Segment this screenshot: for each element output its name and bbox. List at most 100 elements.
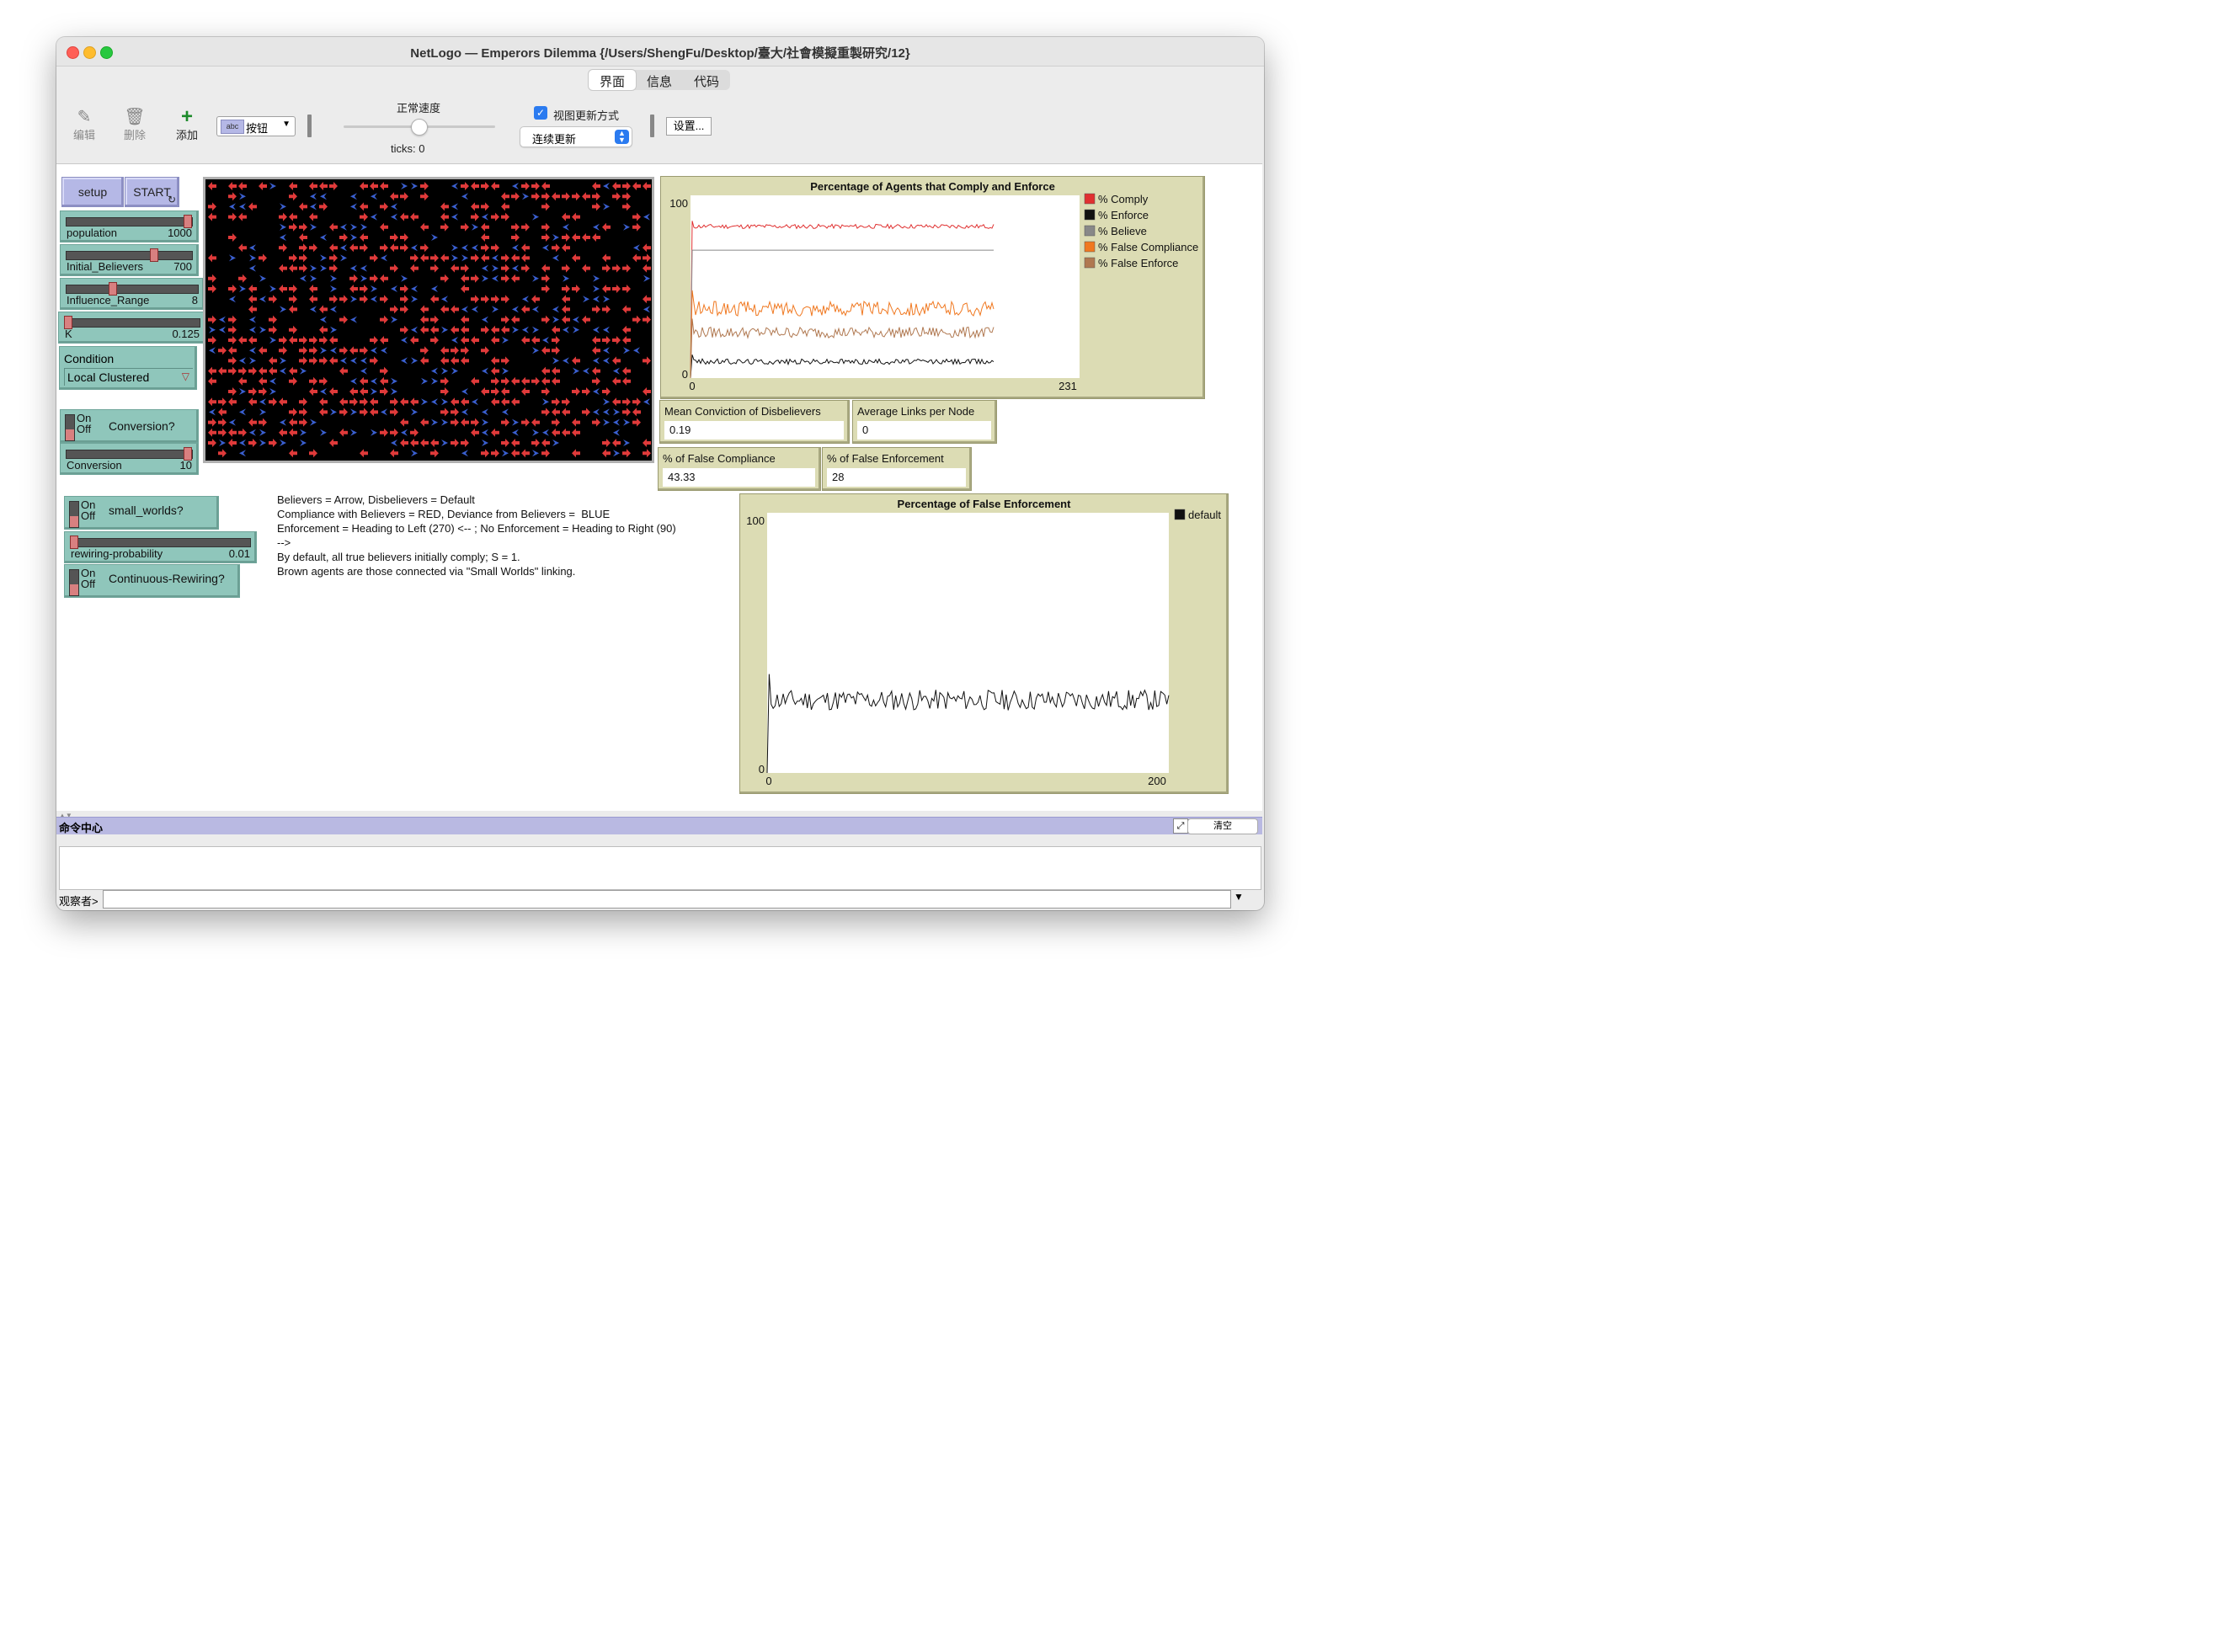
- agent-turtle: [320, 388, 327, 395]
- agent-turtle: [248, 305, 257, 314]
- agent-turtle: [491, 428, 499, 437]
- agent-turtle: [502, 450, 509, 457]
- agent-turtle: [228, 356, 237, 365]
- switch-toggle[interactable]: [65, 414, 75, 441]
- switch-continuous-rewiring[interactable]: On Off Continuous-Rewiring?: [64, 564, 240, 598]
- slider-knob[interactable]: [150, 248, 159, 262]
- slider-knob[interactable]: [184, 447, 193, 461]
- widget-type-dropdown[interactable]: abc 按钮 ▼: [216, 116, 296, 136]
- agent-turtle: [461, 285, 469, 293]
- agent-turtle: [502, 337, 509, 344]
- agent-turtle: [481, 233, 489, 242]
- update-mode-select[interactable]: 连续更新 ▲ ▼: [520, 126, 632, 147]
- tab-info[interactable]: 信息: [647, 75, 673, 89]
- slider-knob[interactable]: [184, 215, 193, 228]
- agent-turtle: [420, 325, 429, 334]
- command-input[interactable]: [103, 890, 1231, 909]
- agent-turtle: [289, 336, 297, 344]
- slider-knob[interactable]: [64, 316, 72, 329]
- tab-interface[interactable]: 界面: [589, 70, 637, 90]
- agent-turtle: [531, 336, 540, 344]
- splitter-arrows-icon[interactable]: ▲▼: [59, 812, 72, 819]
- world-view[interactable]: [203, 177, 654, 463]
- agent-turtle: [430, 295, 439, 304]
- agent-turtle: [431, 285, 438, 292]
- slider-influence-range[interactable]: Influence_Range 8: [60, 278, 205, 310]
- slider-k[interactable]: K 0.125: [58, 312, 206, 344]
- slider-knob[interactable]: [109, 282, 117, 296]
- agent-turtle: [218, 418, 227, 427]
- agent-turtle: [451, 356, 459, 365]
- agent-turtle: [238, 376, 247, 386]
- expand-icon[interactable]: ⤢: [1173, 818, 1188, 834]
- start-forever-button[interactable]: START ↻: [125, 177, 179, 207]
- agent-turtle: [380, 376, 388, 386]
- speed-slider[interactable]: [344, 119, 495, 136]
- agent-turtle: [461, 244, 468, 252]
- legend-swatch: [1084, 241, 1096, 253]
- agent-turtle: [542, 337, 549, 344]
- agent-turtle: [228, 397, 237, 407]
- clear-button[interactable]: 清空: [1187, 818, 1258, 834]
- agent-turtle: [643, 315, 651, 324]
- agent-turtle: [371, 347, 377, 354]
- slider-conversion[interactable]: Conversion 10: [60, 443, 199, 475]
- speed-slider-knob[interactable]: [411, 119, 428, 136]
- agent-turtle: [391, 440, 397, 446]
- agent-turtle: [299, 202, 307, 211]
- switch-conversion[interactable]: On Off Conversion?: [60, 409, 199, 443]
- edit-button[interactable]: ✎ 编辑: [63, 108, 105, 142]
- agent-turtle: [521, 253, 530, 263]
- view-updates-checkbox[interactable]: ✓: [534, 106, 547, 120]
- switch-toggle[interactable]: [69, 569, 79, 596]
- agent-turtle: [238, 428, 247, 437]
- switch-toggle[interactable]: [69, 501, 79, 528]
- speed-label: 正常速度: [397, 102, 441, 115]
- setup-button[interactable]: setup: [61, 177, 124, 207]
- agent-turtle: [238, 274, 247, 283]
- agent-turtle: [420, 346, 429, 355]
- settings-button[interactable]: 设置...: [666, 117, 712, 136]
- agent-turtle: [541, 182, 550, 190]
- agent-turtle: [451, 418, 459, 427]
- agent-turtle: [299, 397, 307, 407]
- monitor-value: 43.33: [663, 468, 815, 487]
- agent-turtle: [349, 243, 358, 253]
- chevron-down-icon[interactable]: ▼: [1234, 891, 1244, 903]
- tab-code[interactable]: 代码: [694, 75, 720, 89]
- delete-button[interactable]: 🗑 删除: [114, 108, 156, 142]
- agent-turtle: [491, 387, 499, 396]
- switch-label: Continuous-Rewiring?: [109, 572, 225, 585]
- agent-turtle: [239, 193, 246, 200]
- add-button[interactable]: + 添加: [166, 107, 208, 142]
- agent-turtle: [228, 315, 237, 324]
- slider-rewiring-probability[interactable]: rewiring-probability 0.01: [64, 531, 257, 563]
- agent-turtle: [521, 243, 530, 253]
- agent-turtle: [390, 428, 398, 437]
- agent-turtle: [501, 387, 509, 396]
- agent-turtle: [612, 336, 621, 344]
- agent-turtle: [208, 285, 216, 293]
- agent-turtle: [612, 376, 621, 386]
- chooser-value-box[interactable]: Local Clustered ▽: [64, 368, 193, 386]
- chooser-condition[interactable]: Condition Local Clustered ▽: [59, 346, 197, 390]
- agent-turtle: [643, 213, 650, 221]
- zoom-window-button[interactable]: [100, 46, 113, 59]
- slider-knob[interactable]: [70, 536, 78, 549]
- agent-turtle: [319, 305, 328, 314]
- slider-population[interactable]: population 1000: [60, 210, 199, 242]
- agent-turtle: [259, 387, 267, 396]
- minimize-window-button[interactable]: [83, 46, 96, 59]
- slider-initial-believers[interactable]: Initial_Believers 700: [60, 244, 199, 276]
- agent-turtle: [592, 366, 600, 376]
- agent-turtle: [360, 346, 368, 355]
- agent-turtle: [461, 397, 469, 407]
- monitor-value: 28: [827, 468, 966, 487]
- observer-prompt-label: 观察者>: [59, 895, 99, 908]
- close-window-button[interactable]: [67, 46, 79, 59]
- agent-turtle: [622, 408, 631, 417]
- agent-turtle: [612, 192, 621, 201]
- agent-turtle: [300, 367, 307, 375]
- agent-turtle: [228, 192, 237, 201]
- switch-small-worlds[interactable]: On Off small_worlds?: [64, 496, 219, 530]
